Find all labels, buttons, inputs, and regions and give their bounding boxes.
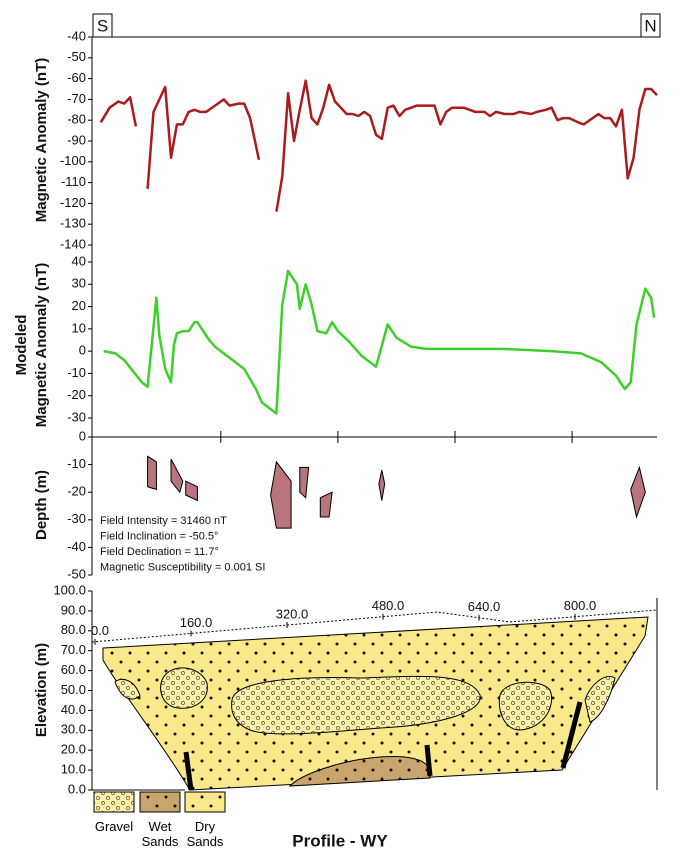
- y-tick-label: -30: [67, 409, 86, 424]
- legend-label: Gravel: [94, 819, 134, 834]
- x-tick-label: 320.0: [276, 606, 309, 621]
- annotation: Field Inclination = -50.5°: [100, 530, 218, 542]
- data-line: [103, 269, 656, 415]
- x-tick-label: 0.0: [91, 623, 109, 638]
- legend-label: Dry Sands: [186, 819, 224, 849]
- y-tick-label: -80: [67, 112, 86, 127]
- y-tick-label: 60.0: [61, 662, 86, 677]
- y-tick-label: 0: [79, 428, 86, 443]
- gravel: [231, 675, 481, 735]
- model-body: [170, 458, 184, 494]
- y-tick-label: 100.0: [53, 582, 86, 597]
- gravel: [114, 678, 141, 700]
- y-tick-label: -50: [67, 49, 86, 64]
- y-tick-label: 0.0: [68, 781, 86, 796]
- fault: [424, 744, 433, 777]
- y-tick-label: 50.0: [61, 682, 86, 697]
- legend-swatch: [93, 791, 135, 813]
- fault: [560, 701, 583, 769]
- legend-swatch: [184, 791, 226, 813]
- fault: [183, 751, 194, 791]
- direction-label: S: [97, 16, 108, 35]
- model-body: [147, 455, 157, 491]
- y-tick-label: 90.0: [61, 602, 86, 617]
- y-tick-label: 20.0: [61, 742, 86, 757]
- model-body: [185, 480, 198, 502]
- annotation: Magnetic Susceptibility = 0.001 SI: [100, 561, 265, 573]
- y-tick-label: 40: [72, 253, 86, 268]
- model-body: [378, 469, 386, 501]
- y-axis-title: Modeled: [13, 315, 30, 376]
- y-tick-label: 40.0: [61, 702, 86, 717]
- y-tick-label: -100: [60, 153, 86, 168]
- surface: [91, 609, 658, 643]
- y-tick-label: -50: [67, 566, 86, 581]
- y-tick-label: -90: [67, 132, 86, 147]
- y-tick-label: 10.0: [61, 762, 86, 777]
- model-body: [270, 460, 292, 529]
- y-tick-label: 80.0: [61, 622, 86, 637]
- y-tick-label: -30: [67, 511, 86, 526]
- y-tick-label: -40: [67, 539, 86, 554]
- x-tick-label: 480.0: [372, 598, 405, 613]
- model-body: [299, 466, 310, 499]
- x-tick-label: 640.0: [468, 599, 501, 614]
- y-tick-label: -140: [60, 236, 86, 251]
- y-tick-label: 30.0: [61, 722, 86, 737]
- data-line: [99, 79, 658, 212]
- y-tick-label: -40: [67, 28, 86, 43]
- gravel: [584, 676, 616, 723]
- y-tick-label: -60: [67, 70, 86, 85]
- y-tick-label: -10: [67, 456, 86, 471]
- annotation: Field Declination = 11.7°: [100, 546, 219, 558]
- x-tick-label: 800.0: [564, 598, 597, 613]
- y-axis-title: Elevation (m): [33, 643, 50, 737]
- model-body: [630, 465, 646, 519]
- gravel: [160, 667, 208, 709]
- y-tick-label: 20: [72, 298, 86, 313]
- legend-label: Wet Sands: [141, 819, 179, 849]
- y-tick-label: -20: [67, 387, 86, 402]
- y-tick-label: -120: [60, 195, 86, 210]
- y-tick-label: -130: [60, 216, 86, 231]
- x-tick-label: 160.0: [180, 615, 213, 630]
- y-tick-label: -70: [67, 91, 86, 106]
- gravel: [498, 681, 553, 731]
- y-tick-label: 0: [79, 343, 86, 358]
- y-tick-label: -110: [61, 174, 86, 189]
- annotation: Field Intensity = 31460 nT: [100, 515, 227, 527]
- model-body: [319, 491, 333, 518]
- label-box: [92, 13, 113, 38]
- y-axis-title: Magnetic Anomaly (nT): [33, 263, 50, 427]
- y-axis-title: Depth (m): [33, 470, 50, 540]
- x-axis-title: Profile - WY: [292, 831, 388, 850]
- direction-label: N: [644, 16, 656, 35]
- label-box: [640, 13, 661, 38]
- y-tick-label: -20: [67, 484, 86, 499]
- legend-swatch: [139, 791, 181, 813]
- y-tick-label: -10: [67, 365, 86, 380]
- geology: [91, 609, 658, 791]
- y-tick-label: 30: [72, 276, 86, 291]
- y-tick-label: 10: [72, 320, 86, 335]
- y-axis-title: Magnetic Anomaly (nT): [33, 58, 50, 222]
- y-tick-label: 70.0: [61, 642, 86, 657]
